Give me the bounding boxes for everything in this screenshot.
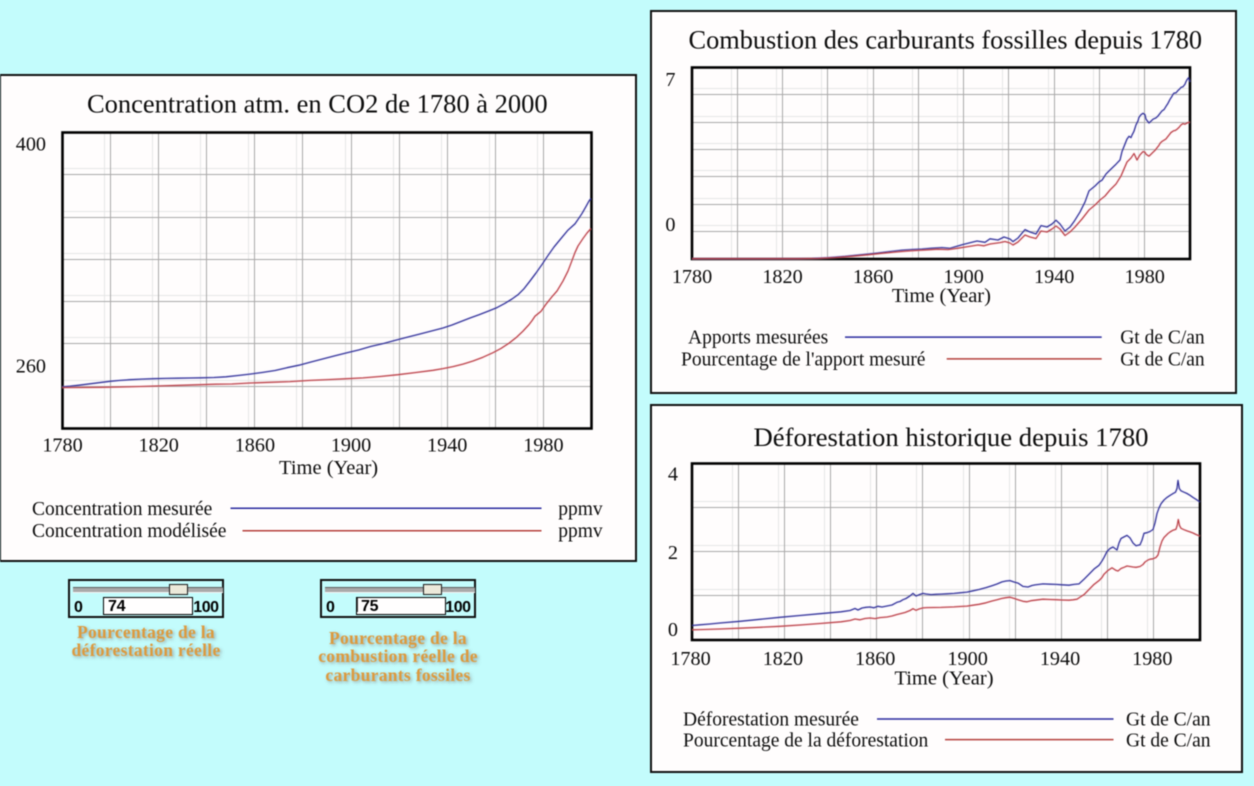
svg-text:Déforestation mesurée: Déforestation mesurée: [683, 709, 859, 730]
svg-text:7: 7: [665, 69, 675, 91]
svg-text:1860: 1860: [853, 266, 893, 288]
svg-text:1980: 1980: [1132, 648, 1172, 670]
svg-text:1780: 1780: [672, 266, 712, 288]
svg-text:1820: 1820: [763, 648, 803, 670]
svg-text:Concentration atm. en CO2 de 1: Concentration atm. en CO2 de 1780 à 2000: [87, 89, 548, 119]
svg-text:1780: 1780: [670, 648, 710, 670]
svg-text:1980: 1980: [1125, 266, 1165, 288]
svg-text:ppmv: ppmv: [558, 499, 603, 520]
svg-text:Apports mesurées: Apports mesurées: [688, 328, 828, 349]
svg-text:260: 260: [16, 355, 46, 377]
svg-text:ppmv: ppmv: [558, 521, 603, 542]
svg-text:0: 0: [665, 214, 675, 236]
svg-text:1860: 1860: [855, 648, 895, 670]
svg-text:Gt de C/an: Gt de C/an: [1120, 328, 1205, 349]
svg-text:2: 2: [668, 542, 678, 564]
svg-text:1900: 1900: [947, 648, 987, 670]
svg-text:Time (Year): Time (Year): [892, 285, 991, 307]
svg-text:4: 4: [668, 464, 678, 486]
svg-text:Concentration mesurée: Concentration mesurée: [32, 499, 212, 520]
svg-text:Time (Year): Time (Year): [894, 668, 993, 690]
svg-text:0: 0: [668, 619, 678, 641]
svg-text:1900: 1900: [331, 435, 371, 457]
svg-text:Combustion des carburants foss: Combustion des carburants fossilles depu…: [689, 25, 1202, 54]
svg-text:Gt de C/an: Gt de C/an: [1126, 709, 1211, 730]
svg-text:400: 400: [16, 133, 46, 155]
svg-text:1820: 1820: [139, 435, 179, 457]
svg-text:Pourcentage de l'apport mesuré: Pourcentage de l'apport mesuré: [681, 349, 925, 370]
svg-text:Time (Year): Time (Year): [279, 457, 378, 479]
svg-text:1940: 1940: [1040, 648, 1080, 670]
svg-text:Déforestation historique depui: Déforestation historique depuis 1780: [753, 422, 1148, 452]
svg-text:1780: 1780: [42, 435, 82, 457]
svg-text:1820: 1820: [762, 266, 802, 288]
svg-text:Gt de C/an: Gt de C/an: [1126, 730, 1211, 751]
svg-text:Concentration modélisée: Concentration modélisée: [32, 521, 226, 542]
svg-text:1940: 1940: [1034, 266, 1074, 288]
svg-text:1900: 1900: [943, 266, 983, 288]
svg-text:1980: 1980: [523, 435, 563, 457]
svg-text:1940: 1940: [427, 435, 467, 457]
svg-text:Pourcentage de la déforestatio: Pourcentage de la déforestation: [683, 730, 929, 751]
svg-text:1860: 1860: [235, 435, 275, 457]
svg-text:Gt de C/an: Gt de C/an: [1120, 349, 1205, 370]
